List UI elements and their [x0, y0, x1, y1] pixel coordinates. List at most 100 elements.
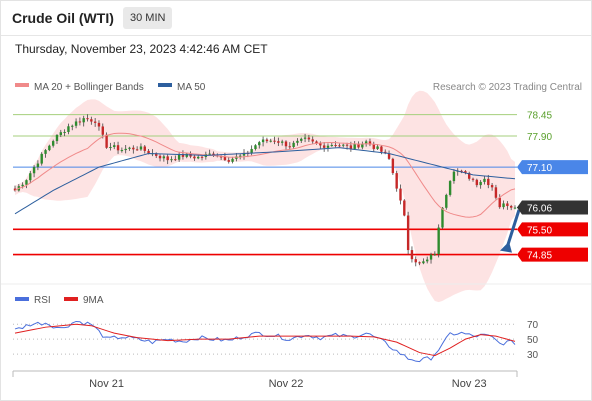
candle-down — [288, 146, 292, 148]
candle-down — [487, 178, 490, 186]
level-tag-75.50 — [517, 222, 588, 237]
candle-down — [273, 140, 276, 142]
level-tag-text-76.06: 76.06 — [527, 204, 552, 215]
instrument-title: Crude Oil (WTI) — [12, 10, 114, 26]
candle-up — [433, 254, 437, 256]
candle-up — [82, 118, 85, 123]
candle-up — [280, 141, 284, 143]
candle-up — [479, 181, 482, 186]
level-tag-text-74.85: 74.85 — [527, 251, 552, 262]
candle-down — [166, 156, 169, 161]
candle-down — [490, 185, 494, 188]
legend-label-ma50: MA 50 — [177, 82, 206, 93]
ma20-line — [14, 132, 516, 218]
candle-up — [238, 155, 242, 157]
candle-down — [86, 118, 89, 120]
arrow-head — [500, 241, 512, 253]
candle-up — [29, 173, 32, 181]
candle-down — [193, 156, 196, 159]
candle-down — [315, 141, 318, 144]
timeframe-badge[interactable]: 30 MIN — [123, 7, 173, 29]
candle-up — [71, 125, 74, 127]
candle-up — [51, 141, 55, 146]
candle-up — [361, 144, 364, 148]
candle-down — [158, 155, 162, 159]
candle-down — [116, 145, 120, 151]
level-label-78.45: 78.45 — [527, 111, 552, 122]
candle-down — [357, 143, 360, 148]
candle-up — [261, 139, 265, 143]
candle-down — [105, 134, 108, 148]
candle-down — [155, 153, 158, 156]
candle-up — [269, 140, 272, 142]
candle-up — [303, 137, 307, 139]
candle-down — [78, 121, 82, 123]
candle-up — [254, 145, 257, 149]
candle-up — [364, 141, 368, 145]
candle-up — [44, 150, 47, 154]
candle-up — [513, 207, 517, 209]
legend-label-9ma: 9MA — [83, 295, 104, 306]
candle-down — [403, 200, 406, 216]
rsi-9ma-line — [14, 323, 516, 357]
level-tag-76.06 — [517, 200, 588, 215]
legend-label-ma20: MA 20 + Bollinger Bands — [34, 82, 144, 93]
candle-down — [307, 137, 311, 140]
legend-swatch-ma50 — [158, 83, 172, 87]
candle-down — [319, 143, 322, 146]
candle-down — [345, 144, 349, 146]
ma50-line — [14, 147, 516, 215]
legend-swatch-9ma — [64, 297, 78, 301]
candle-down — [380, 146, 383, 152]
candle-down — [223, 156, 227, 161]
candlesticks — [13, 114, 517, 267]
candle-down — [200, 156, 204, 158]
candle-down — [406, 215, 410, 251]
x-tick-label: Nov 22 — [269, 378, 304, 390]
x-axis: Nov 21 Nov 22 Nov 23 — [12, 370, 518, 390]
candle-up — [67, 126, 70, 132]
candle-down — [181, 154, 185, 157]
candle-up — [483, 178, 486, 182]
candle-up — [231, 158, 234, 162]
candle-up — [437, 227, 440, 255]
candle-down — [227, 160, 230, 162]
candle-down — [467, 173, 471, 179]
moving-averages — [14, 132, 516, 218]
candle-up — [162, 156, 166, 159]
candle-up — [426, 259, 429, 262]
candle-up — [120, 150, 124, 152]
candle-down — [399, 188, 402, 201]
candle-up — [109, 146, 112, 148]
chart-header: Crude Oil (WTI) 30 MIN — [1, 1, 591, 36]
candle-up — [452, 171, 456, 182]
candle-down — [471, 178, 475, 180]
candle-down — [277, 141, 280, 143]
candle-down — [464, 171, 467, 174]
candle-down — [322, 145, 326, 148]
legend-swatch-ma20 — [15, 83, 29, 87]
candle-down — [147, 150, 150, 154]
candle-up — [235, 156, 238, 159]
candle-down — [284, 141, 288, 147]
candle-down — [90, 119, 93, 122]
candle-down — [494, 187, 498, 198]
candle-up — [300, 138, 303, 141]
rsi-line — [14, 320, 516, 363]
candle-down — [132, 147, 135, 150]
legend-label-rsi: RSI — [34, 295, 51, 306]
candle-down — [414, 259, 417, 263]
candle-down — [509, 206, 513, 208]
candle-up — [139, 146, 143, 150]
candle-down — [395, 173, 398, 189]
candle-up — [292, 142, 295, 147]
rsi-pane: 70 50 30 — [13, 320, 539, 363]
level-tag-77.10 — [517, 160, 588, 175]
candle-up — [177, 154, 181, 160]
candle-down — [311, 139, 314, 142]
candle-down — [418, 262, 421, 264]
level-label-77.90: 77.90 — [527, 132, 552, 143]
legend-swatch-rsi — [15, 297, 29, 301]
price-levels — [13, 114, 519, 256]
